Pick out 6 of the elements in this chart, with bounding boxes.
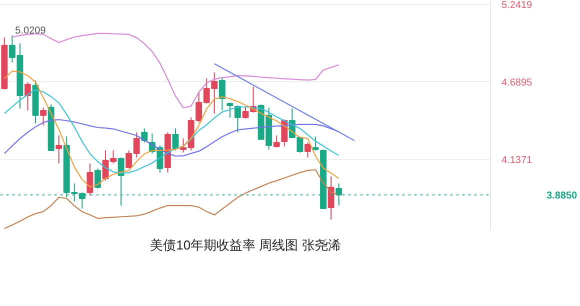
- y-tick-label: 5.2419: [502, 0, 533, 11]
- text: 美债10年期收益率 周线图 张尧浠: [150, 238, 341, 252]
- y-tick-label: 4.6895: [502, 77, 533, 88]
- ref-line-label: 3.8850: [546, 190, 578, 202]
- annotation: 5.0209: [15, 25, 46, 36]
- y-tick-label: 4.1371: [502, 154, 533, 166]
